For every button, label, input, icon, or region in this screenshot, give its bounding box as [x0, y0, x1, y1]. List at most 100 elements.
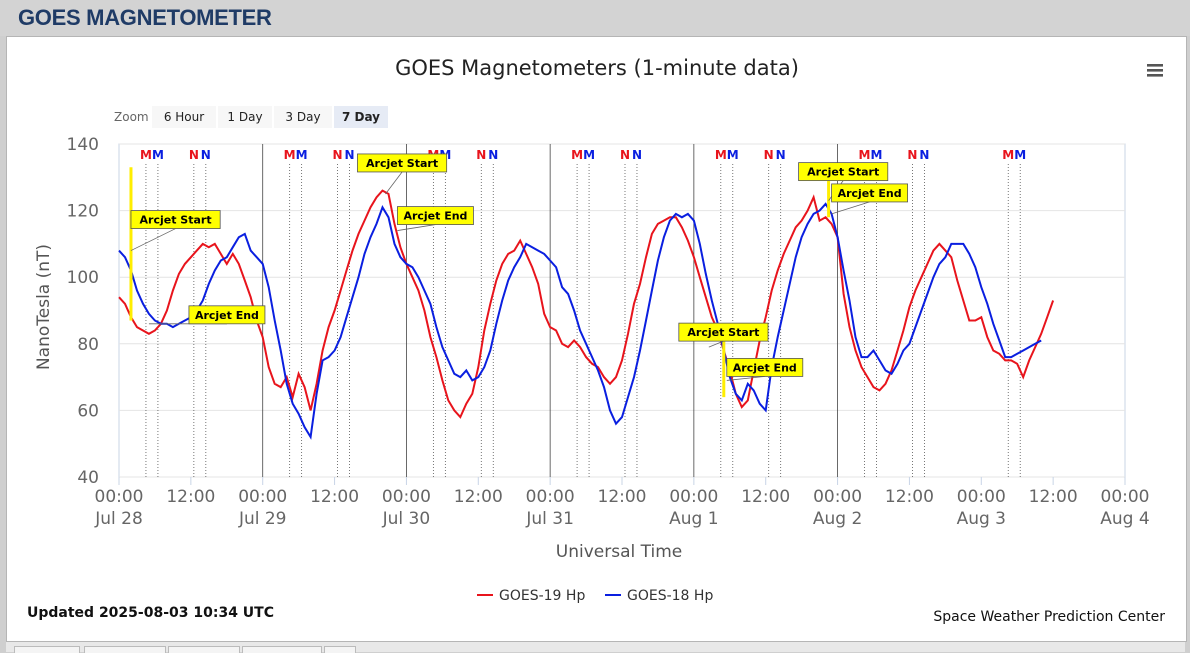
zoom-button-1-day[interactable]: 1 Day — [218, 106, 272, 128]
series-line-goes-19-hp — [118, 189, 1055, 419]
page-title: GOES MAGNETOMETER — [18, 5, 272, 30]
noon-midnight-marker: M — [859, 148, 871, 477]
legend: GOES-19 Hp GOES-18 Hp — [477, 588, 713, 604]
noon-midnight-marker: N — [764, 148, 774, 477]
marker-letter: M — [284, 148, 296, 162]
y-tick-label: 40 — [77, 468, 99, 488]
noon-midnight-marker: M — [727, 148, 739, 477]
plot-area — [118, 143, 1126, 478]
marker-letter: M — [871, 148, 883, 162]
x-tick-label: 00:00 — [382, 487, 431, 507]
arcjet-label: Arcjet End — [397, 206, 474, 231]
bottom-tab[interactable] — [324, 646, 356, 653]
noon-midnight-marker: M — [1014, 148, 1026, 477]
x-tick-date-label: Aug 3 — [957, 509, 1006, 529]
noon-midnight-marker: M — [284, 148, 296, 477]
arcjet-label: Arcjet Start — [357, 153, 448, 195]
arcjet-label-box — [397, 206, 474, 225]
legend-item[interactable]: GOES-19 Hp — [477, 588, 585, 604]
bottom-tab[interactable] — [84, 646, 166, 653]
x-tick-label: 12:00 — [454, 487, 503, 507]
zoom-control: Zoom 6 Hour 1 Day 3 Day 7 Day — [114, 106, 388, 128]
chart-title: GOES Magnetometers (1-minute data) — [395, 56, 799, 80]
noon-midnight-marker: N — [620, 148, 630, 477]
legend-item[interactable]: GOES-18 Hp — [605, 588, 713, 604]
marker-letter: N — [488, 148, 498, 162]
marker-letter: M — [140, 148, 152, 162]
x-tick-date-label: Aug 4 — [1100, 509, 1149, 529]
chart-panel: GOES Magnetometers (1-minute data) Zoom … — [6, 36, 1187, 642]
noon-midnight-marker: N — [907, 148, 917, 477]
noon-midnight-marker: N — [345, 148, 355, 477]
page-header: GOES MAGNETOMETER — [0, 0, 1190, 36]
x-tick-label: 12:00 — [598, 487, 647, 507]
noon-midnight-marker: N — [488, 148, 498, 477]
arcjet-label-box — [188, 305, 266, 325]
arcjet-label-connector — [831, 201, 870, 215]
arcjet-label-connector — [397, 224, 436, 231]
noon-midnight-marker: N — [333, 148, 343, 477]
arcjet-label-connector — [726, 376, 765, 381]
arcjet-label: Arcjet End — [726, 358, 804, 381]
legend-label: GOES-19 Hp — [499, 588, 585, 604]
marker-letter: N — [907, 148, 917, 162]
noon-midnight-marker: N — [632, 148, 642, 477]
bottom-tab[interactable] — [168, 646, 240, 653]
bottom-tab[interactable] — [14, 646, 80, 653]
y-tick-label: 140 — [67, 135, 99, 155]
arcjet-label-text: Arcjet End — [838, 187, 902, 200]
marker-letter: N — [620, 148, 630, 162]
marker-letter: M — [715, 148, 727, 162]
arcjet-label-text: Arcjet End — [403, 210, 467, 223]
credit-text: Space Weather Prediction Center — [933, 609, 1165, 625]
zoom-button-3-day[interactable]: 3 Day — [274, 106, 332, 128]
bottom-tab-strip — [6, 641, 1185, 652]
bottom-tab[interactable] — [242, 646, 322, 653]
arcjet-label-connector — [130, 228, 176, 251]
zoom-button-label: 3 Day — [285, 110, 320, 124]
x-tick-label: 00:00 — [957, 487, 1006, 507]
marker-letter: N — [632, 148, 642, 162]
marker-letter: N — [345, 148, 355, 162]
noon-midnight-marker: N — [476, 148, 486, 477]
arcjet-label: Arcjet End — [831, 183, 908, 215]
arcjet-label-text: Arcjet End — [733, 361, 797, 374]
y-tick-label: 120 — [67, 202, 99, 222]
series-line-goes-18-hp — [118, 202, 1042, 440]
menu-icon[interactable] — [1147, 64, 1163, 77]
marker-letter: N — [201, 148, 211, 162]
marker-letter: N — [189, 148, 199, 162]
marker-letter: N — [919, 148, 929, 162]
zoom-label: Zoom — [114, 110, 149, 124]
marker-letter: M — [859, 148, 871, 162]
arcjet-label: Arcjet End — [148, 305, 266, 325]
marker-letter: M — [296, 148, 308, 162]
x-tick-label: 00:00 — [813, 487, 862, 507]
x-tick-label: 12:00 — [885, 487, 934, 507]
magnetometer-chart: GOES Magnetometers (1-minute data) Zoom … — [27, 56, 1165, 625]
x-tick-label: 00:00 — [669, 487, 718, 507]
marker-letter: M — [571, 148, 583, 162]
zoom-button-bg — [218, 106, 272, 128]
arcjet-label-text: Arcjet Start — [140, 214, 212, 227]
x-tick-date-label: Jul 29 — [238, 509, 287, 529]
zoom-button-label: 1 Day — [227, 110, 262, 124]
legend-label: GOES-18 Hp — [627, 588, 713, 604]
marker-letter: M — [1014, 148, 1026, 162]
x-tick-label: 12:00 — [1029, 487, 1078, 507]
arcjet-label: Arcjet Start — [130, 210, 221, 251]
marker-letter: N — [776, 148, 786, 162]
zoom-button-6-hour[interactable]: 6 Hour — [152, 106, 216, 128]
x-tick-label: 00:00 — [1101, 487, 1150, 507]
zoom-button-bg — [152, 106, 216, 128]
y-tick-label: 100 — [67, 268, 99, 288]
x-axis-label: Universal Time — [556, 542, 682, 562]
noon-midnight-marker: M — [715, 148, 727, 477]
zoom-button-label: 7 Day — [342, 110, 380, 124]
zoom-button-7-day[interactable]: 7 Day — [334, 106, 388, 128]
zoom-button-label: 6 Hour — [164, 110, 204, 124]
arcjet-label-box — [798, 162, 889, 182]
noon-midnight-marker: M — [1002, 148, 1014, 477]
arcjet-label-box — [831, 183, 908, 203]
arcjet-label-box — [678, 322, 769, 342]
